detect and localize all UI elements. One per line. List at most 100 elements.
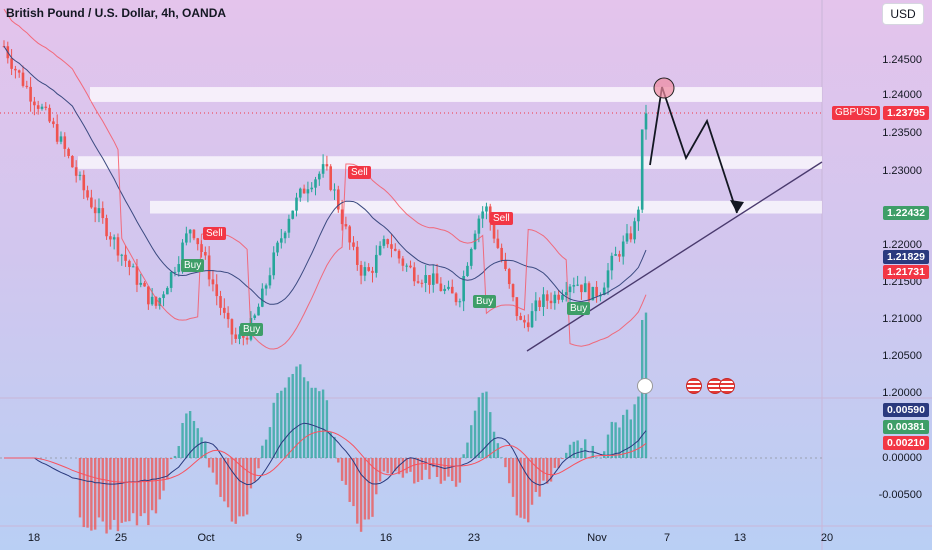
macd-histogram-bar <box>276 393 279 458</box>
us-flag-event-icon[interactable] <box>686 378 702 394</box>
candle <box>629 233 633 240</box>
candle <box>492 222 496 239</box>
macd-histogram-bar <box>78 458 82 518</box>
candle <box>340 209 344 225</box>
candle <box>223 307 226 313</box>
candle <box>401 258 405 266</box>
macd-histogram-bar <box>337 458 340 463</box>
time-tick: 9 <box>295 532 303 544</box>
candle <box>553 294 557 304</box>
candle <box>291 210 295 219</box>
macd-histogram-bar <box>196 428 199 458</box>
macd-histogram-bar <box>325 400 329 458</box>
macd-histogram-bar <box>261 445 264 458</box>
candle <box>29 86 32 102</box>
time-tick: 18 <box>27 532 41 544</box>
macd-histogram-bar <box>352 458 355 507</box>
candle <box>333 189 336 191</box>
candle <box>633 221 636 240</box>
macd-histogram-bar <box>378 458 382 482</box>
macd-histogram-bar <box>299 364 302 458</box>
macd-histogram-bar <box>166 458 169 480</box>
candle <box>40 106 44 109</box>
macd-histogram-bar <box>139 458 142 517</box>
candle <box>409 265 412 268</box>
candle <box>428 275 431 285</box>
candle <box>363 267 367 276</box>
candle <box>109 236 112 240</box>
candle <box>264 285 268 289</box>
macd-histogram-bar <box>162 458 165 491</box>
candle <box>500 247 503 261</box>
candle <box>538 300 541 307</box>
candle <box>90 197 93 208</box>
macd-histogram-bar <box>519 458 522 518</box>
candle <box>295 197 298 211</box>
candle <box>458 301 462 303</box>
candle <box>299 188 302 198</box>
candle <box>530 311 534 328</box>
macd-histogram-bar <box>435 458 439 477</box>
candle <box>352 242 355 247</box>
price-tick: 1.24500 <box>882 54 922 66</box>
candle <box>97 208 101 214</box>
macd-histogram-bar <box>451 458 454 481</box>
macd-histogram-bar <box>614 422 617 458</box>
sell-signal-badge: Sell <box>203 227 226 240</box>
candle <box>640 129 644 210</box>
candle <box>545 294 549 301</box>
candle <box>416 281 420 283</box>
last-price-tag: 1.23795 <box>883 106 929 120</box>
candle <box>25 85 29 87</box>
candle <box>549 300 553 304</box>
lightning-event-icon[interactable] <box>637 378 653 394</box>
candle <box>393 248 397 251</box>
macd-histogram-bar <box>394 458 397 472</box>
candle <box>181 242 184 265</box>
candle <box>504 260 507 269</box>
candle <box>637 209 640 222</box>
currency-button[interactable]: USD <box>882 3 924 25</box>
candle <box>621 241 625 257</box>
macd-histogram-bar <box>245 458 249 515</box>
candle <box>507 268 511 285</box>
candle <box>450 286 454 294</box>
macd-histogram-bar <box>549 458 553 482</box>
candle <box>466 265 469 277</box>
projection-arrowhead <box>730 200 744 213</box>
candle <box>17 70 21 73</box>
candle <box>211 279 215 285</box>
supertrend-line <box>3 8 647 350</box>
candle <box>572 285 576 287</box>
time-tick: Oct <box>197 532 215 544</box>
macd-signal-line <box>4 430 647 483</box>
candle <box>561 295 564 300</box>
macd-histogram-bar <box>572 441 576 458</box>
resistance-zone <box>90 87 822 102</box>
macd-histogram-bar <box>185 413 188 458</box>
macd-histogram-bar <box>405 458 408 474</box>
candle <box>59 136 63 142</box>
macd-histogram-bar <box>340 458 344 481</box>
macd-histogram-bar <box>470 425 473 458</box>
macd-histogram-bar <box>348 458 351 502</box>
candle <box>143 282 146 287</box>
macd-histogram-bar <box>477 397 481 458</box>
candle <box>443 288 446 291</box>
candle <box>336 189 340 210</box>
candle <box>374 254 378 273</box>
us-flag-event-icon[interactable] <box>719 378 735 394</box>
candle <box>82 174 86 191</box>
candle <box>131 266 135 268</box>
candle <box>71 156 74 168</box>
candle <box>147 286 150 305</box>
macd-histogram-bar <box>287 377 291 458</box>
candle <box>587 283 591 301</box>
candle <box>534 300 538 312</box>
macd-histogram-bar <box>356 458 359 524</box>
candle <box>253 315 257 318</box>
candle <box>469 249 473 266</box>
macd-histogram-bar <box>238 458 241 517</box>
macd-histogram-bar <box>485 391 488 458</box>
